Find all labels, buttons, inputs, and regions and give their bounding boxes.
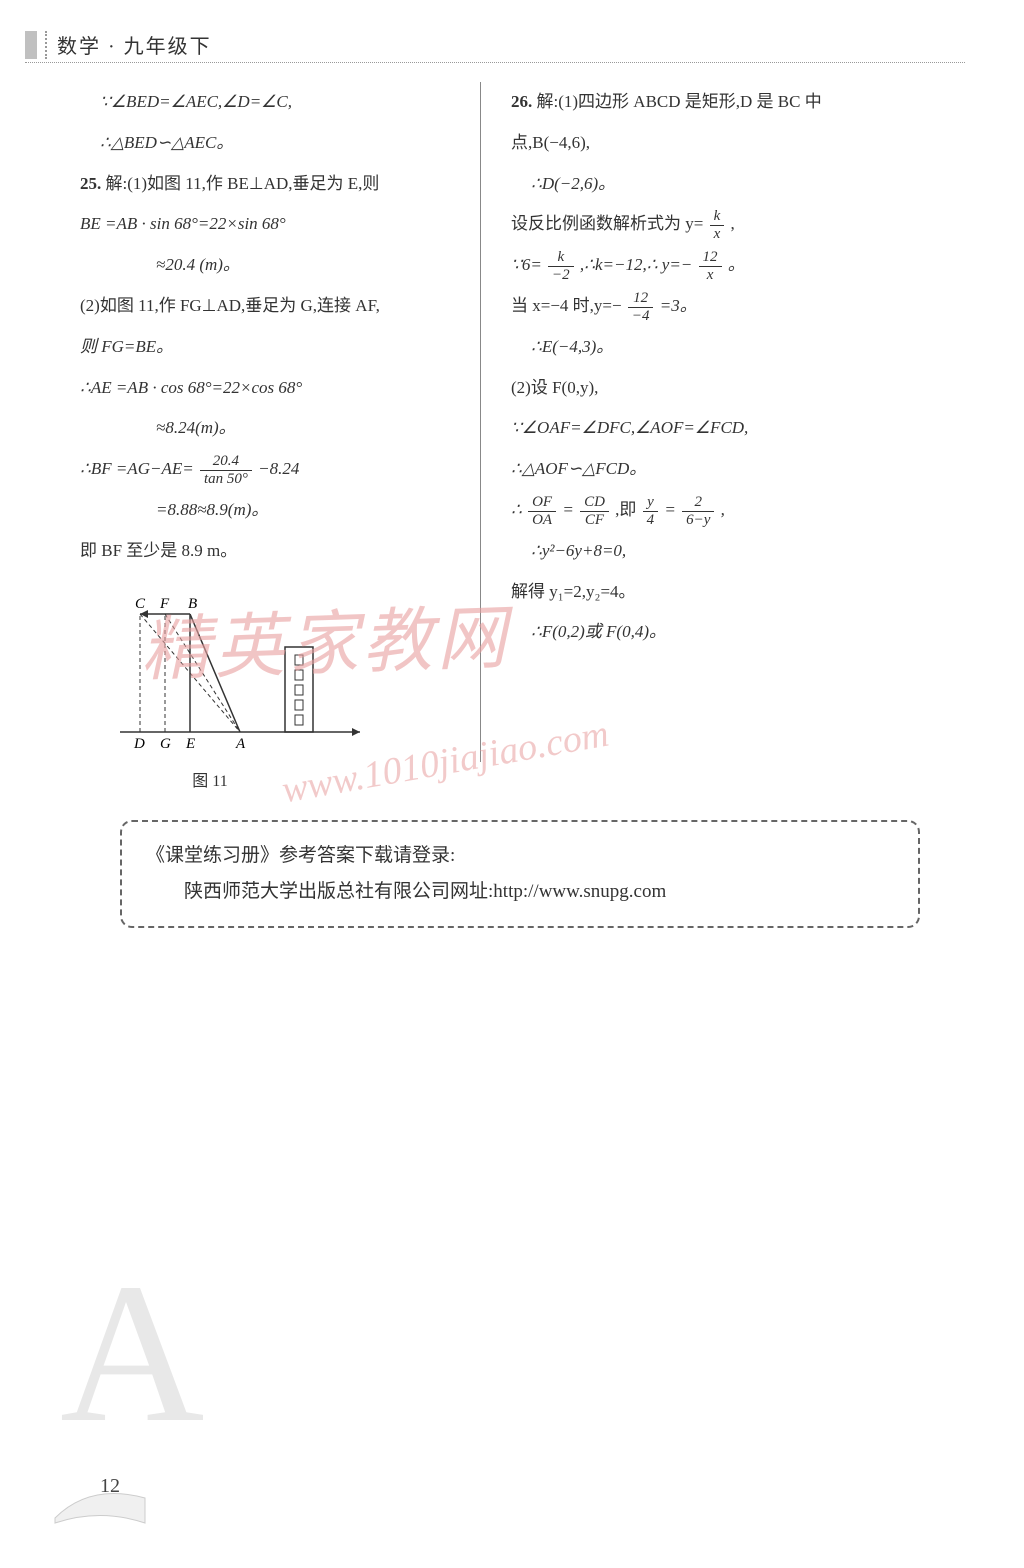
text: 当 x=−4 时,y=− — [511, 296, 622, 315]
notice-box: 《课堂练习册》参考答案下载请登录: 陕西师范大学出版总社有限公司网址:http:… — [120, 820, 920, 928]
text-line: 点,B(−4,6), — [511, 123, 901, 164]
text-line: ∴△AOF∽△FCD。 — [511, 449, 901, 490]
text-line: =8.88≈8.9(m)。 — [80, 490, 460, 531]
text-line: ≈20.4 (m)。 — [80, 245, 460, 286]
text-line: ∵6= k −2 ,∴k=−12,∴ y=− 12 x 。 — [511, 245, 901, 286]
fraction: 12 −4 — [628, 290, 654, 324]
text-line: (2)设 F(0,y), — [511, 368, 901, 409]
text-line: ∴y²−6y+8=0, — [511, 531, 901, 572]
text-line: ∵∠OAF=∠DFC,∠AOF=∠FCD, — [511, 408, 901, 449]
text: , — [731, 214, 735, 233]
figure-11: C F B D G E A — [110, 592, 460, 757]
figure-caption: 图 11 — [110, 767, 310, 791]
text-line: ∵∠BED=∠AEC,∠D=∠C, — [80, 82, 460, 123]
text-line: ∴△BED∽△AEC。 — [80, 123, 460, 164]
text: ∵6= — [511, 255, 542, 274]
fraction: k −2 — [548, 249, 574, 283]
content-area: ∵∠BED=∠AEC,∠D=∠C, ∴△BED∽△AEC。 25. 解:(1)如… — [80, 82, 950, 791]
page-curl-icon — [50, 1478, 150, 1528]
text-line: ≈8.24(m)。 — [80, 408, 460, 449]
header-dots — [45, 31, 49, 59]
text: ∴ — [511, 500, 522, 519]
svg-text:F: F — [159, 596, 170, 612]
text-line: ∴BF =AG−AE= 20.4 tan 50° −8.24 — [80, 449, 460, 490]
notice-line1: 《课堂练习册》参考答案下载请登录: — [146, 838, 894, 874]
svg-text:E: E — [185, 736, 195, 752]
text-line: ∴D(−2,6)。 — [511, 164, 901, 205]
text: −8.24 — [258, 459, 299, 478]
page-header: 数学 · 九年级下 — [25, 30, 212, 59]
left-column: ∵∠BED=∠AEC,∠D=∠C, ∴△BED∽△AEC。 25. 解:(1)如… — [80, 82, 480, 791]
fraction: k x — [710, 208, 725, 242]
right-column: 26. 解:(1)四边形 ABCD 是矩形,D 是 BC 中 点,B(−4,6)… — [481, 82, 901, 791]
background-letter: A — [60, 1239, 204, 1468]
text: 。 — [728, 255, 745, 274]
svg-text:A: A — [235, 736, 246, 752]
notice-line2: 陕西师范大学出版总社有限公司网址:http://www.snupg.com — [146, 874, 894, 910]
fraction: OF OA — [528, 494, 556, 528]
geometric-diagram: C F B D G E A — [110, 592, 370, 752]
problem-number: 25. — [80, 174, 101, 193]
text-line: ∴F(0,2)或 F(0,4)。 — [511, 612, 901, 653]
header-mark — [25, 31, 37, 59]
text: = — [664, 500, 675, 519]
text-line: ∴E(−4,3)。 — [511, 327, 901, 368]
text-line: BE =AB · sin 68°=22×sin 68° — [80, 204, 460, 245]
text-line: (2)如图 11,作 FG⊥AD,垂足为 G,连接 AF, — [80, 286, 460, 327]
text-line: 设反比例函数解析式为 y= k x , — [511, 204, 901, 245]
text: =3。 — [660, 296, 697, 315]
text-line: 则 FG=BE。 — [80, 327, 460, 368]
text-line: ∴ OF OA = CD CF ,即 y 4 = 2 6−y , — [511, 490, 901, 531]
text: ,即 — [615, 500, 636, 519]
text-line: 即 BF 至少是 8.9 m。 — [80, 531, 460, 572]
text: 解:(1)四边形 ABCD 是矩形,D 是 BC 中 — [537, 92, 822, 111]
fraction: CD CF — [580, 494, 609, 528]
fraction: y 4 — [643, 494, 659, 528]
text: = — [562, 500, 573, 519]
text-line: 当 x=−4 时,y=− 12 −4 =3。 — [511, 286, 901, 327]
text: ∴BF =AG−AE= — [80, 459, 194, 478]
text-line: 26. 解:(1)四边形 ABCD 是矩形,D 是 BC 中 — [511, 82, 901, 123]
header-title: 数学 · 九年级下 — [57, 30, 212, 59]
text: 解:(1)如图 11,作 BE⊥AD,垂足为 E,则 — [106, 174, 380, 193]
fraction: 20.4 tan 50° — [200, 453, 252, 487]
svg-text:C: C — [135, 596, 146, 612]
svg-text:B: B — [188, 596, 197, 612]
text-line: ∴AE =AB · cos 68°=22×cos 68° — [80, 368, 460, 409]
text-line: 解得 y₁=2,y₂=4。 — [511, 572, 901, 613]
header-underline — [25, 62, 965, 63]
text: ,∴k=−12,∴ y=− — [580, 255, 692, 274]
text: 设反比例函数解析式为 y= — [511, 214, 703, 233]
text-line: 25. 解:(1)如图 11,作 BE⊥AD,垂足为 E,则 — [80, 164, 460, 205]
text: , — [721, 500, 725, 519]
fraction: 2 6−y — [682, 494, 714, 528]
problem-number: 26. — [511, 92, 532, 111]
svg-text:G: G — [160, 736, 171, 752]
svg-text:D: D — [133, 736, 145, 752]
fraction: 12 x — [699, 249, 722, 283]
